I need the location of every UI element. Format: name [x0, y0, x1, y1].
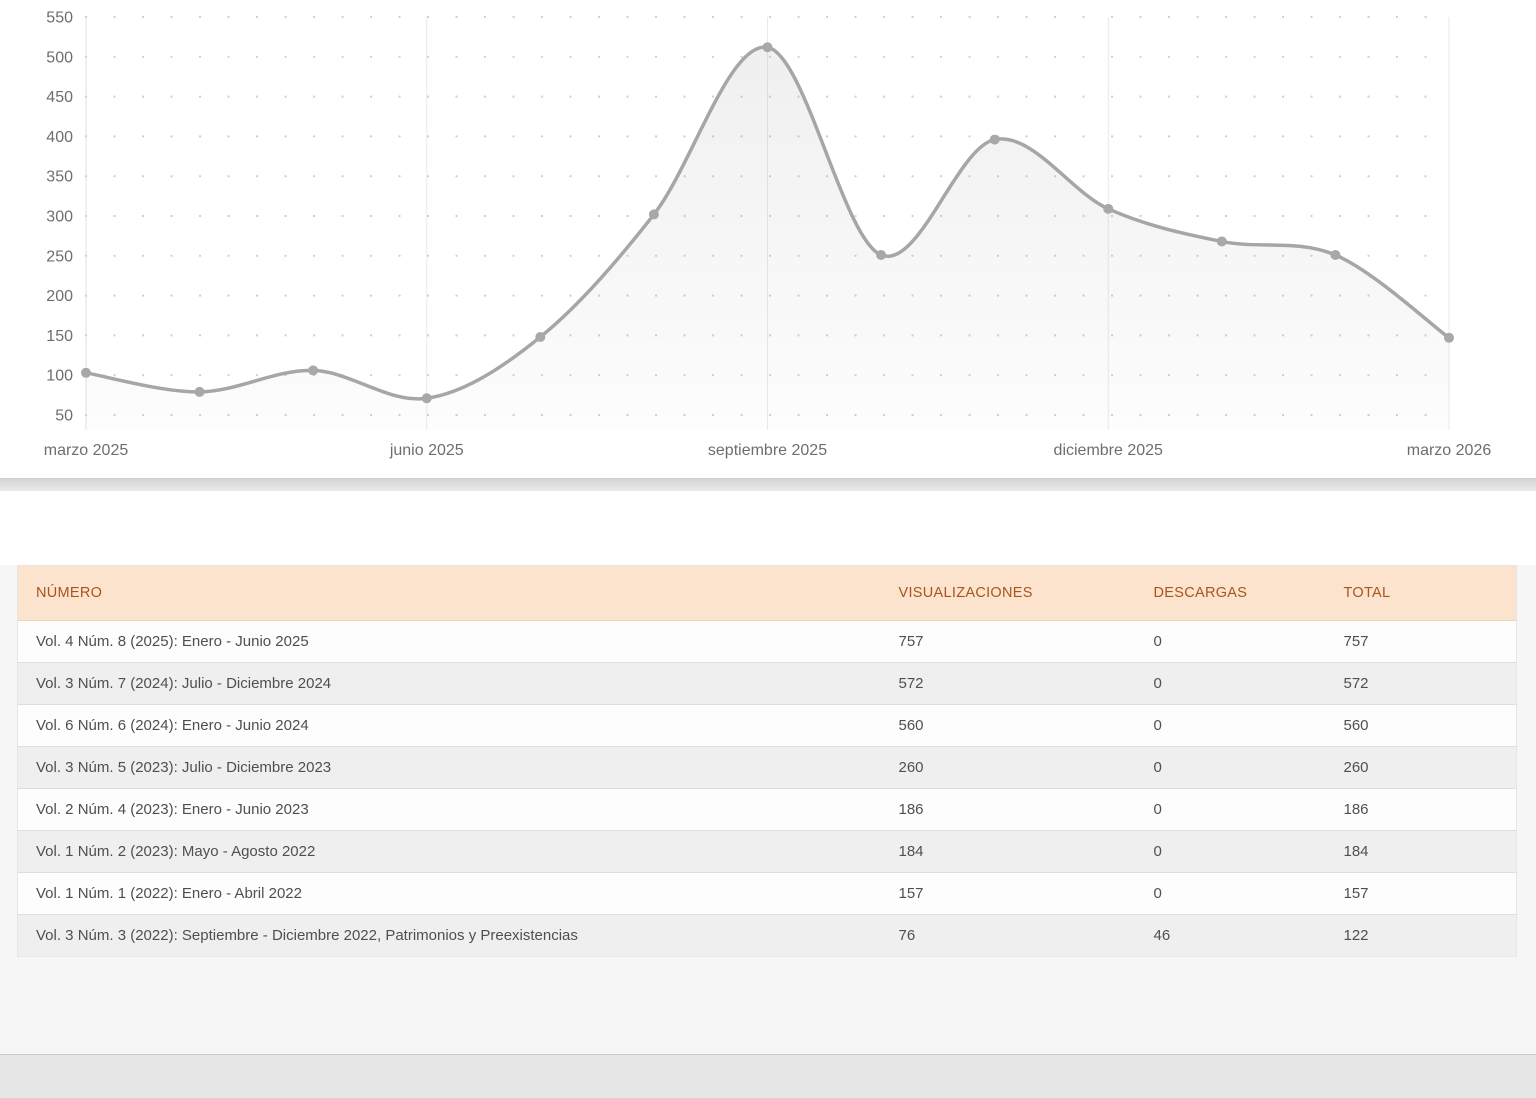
svg-text:50: 50	[55, 408, 73, 425]
table-row: Vol. 2 Núm. 4 (2023): Enero - Junio 2023…	[17, 788, 1517, 831]
views-cell: 184	[898, 830, 1154, 873]
table-row: Vol. 1 Núm. 2 (2023): Mayo - Agosto 2022…	[17, 830, 1517, 873]
column-header-total: TOTAL	[1343, 565, 1517, 621]
issues-stats-section: NÚMERO VISUALIZACIONES DESCARGAS TOTAL V…	[0, 565, 1536, 1054]
views-cell: 186	[898, 788, 1154, 831]
svg-text:septiembre 2025: septiembre 2025	[708, 442, 827, 459]
svg-text:150: 150	[46, 328, 73, 345]
total-cell: 560	[1343, 704, 1517, 747]
total-cell: 572	[1343, 662, 1517, 705]
issue-number-cell: Vol. 6 Núm. 6 (2024): Enero - Junio 2024	[17, 704, 899, 747]
views-cell: 560	[898, 704, 1154, 747]
svg-text:marzo 2026: marzo 2026	[1407, 442, 1492, 459]
page-footer	[0, 1054, 1536, 1098]
views-cell: 76	[898, 914, 1154, 957]
svg-text:250: 250	[46, 248, 73, 265]
views-timeline-chart: 50 100 150 200 250 300 350 400 450 500 550 marzo 20…	[0, 0, 1536, 478]
issue-number-cell: Vol. 3 Núm. 5 (2023): Julio - Diciembre …	[17, 746, 899, 789]
views-cell: 572	[898, 662, 1154, 705]
svg-text:450: 450	[46, 89, 73, 106]
svg-text:300: 300	[46, 209, 73, 226]
svg-text:junio 2025: junio 2025	[389, 442, 464, 459]
column-header-numero: NÚMERO	[17, 565, 899, 621]
svg-text:400: 400	[46, 129, 73, 146]
downloads-cell: 0	[1153, 620, 1344, 663]
table-row: Vol. 3 Núm. 7 (2024): Julio - Diciembre …	[17, 662, 1517, 705]
svg-text:350: 350	[46, 169, 73, 186]
issue-number-cell: Vol. 1 Núm. 2 (2023): Mayo - Agosto 2022	[17, 830, 899, 873]
downloads-cell: 0	[1153, 872, 1344, 915]
total-cell: 122	[1343, 914, 1517, 957]
total-cell: 757	[1343, 620, 1517, 663]
column-header-descargas: DESCARGAS	[1153, 565, 1344, 621]
svg-text:500: 500	[46, 49, 73, 66]
downloads-cell: 0	[1153, 746, 1344, 789]
total-cell: 157	[1343, 872, 1517, 915]
table-row: Vol. 3 Núm. 5 (2023): Julio - Diciembre …	[17, 746, 1517, 789]
downloads-cell: 46	[1153, 914, 1344, 957]
issue-number-cell: Vol. 2 Núm. 4 (2023): Enero - Junio 2023	[17, 788, 899, 831]
issue-number-cell: Vol. 3 Núm. 7 (2024): Julio - Diciembre …	[17, 662, 899, 705]
downloads-cell: 0	[1153, 788, 1344, 831]
table-row: Vol. 4 Núm. 8 (2025): Enero - Junio 2025…	[17, 620, 1517, 663]
table-row: Vol. 6 Núm. 6 (2024): Enero - Junio 2024…	[17, 704, 1517, 747]
issue-number-cell: Vol. 1 Núm. 1 (2022): Enero - Abril 2022	[17, 872, 899, 915]
section-divider	[0, 478, 1536, 491]
issues-stats-table: NÚMERO VISUALIZACIONES DESCARGAS TOTAL V…	[17, 565, 1517, 957]
downloads-cell: 0	[1153, 704, 1344, 747]
column-header-visualizaciones: VISUALIZACIONES	[898, 565, 1154, 621]
table-header-row: NÚMERO VISUALIZACIONES DESCARGAS TOTAL	[17, 565, 1517, 621]
svg-text:100: 100	[46, 368, 73, 385]
total-cell: 186	[1343, 788, 1517, 831]
views-cell: 260	[898, 746, 1154, 789]
svg-text:marzo 2025: marzo 2025	[44, 442, 129, 459]
total-cell: 260	[1343, 746, 1517, 789]
total-cell: 184	[1343, 830, 1517, 873]
svg-text:200: 200	[46, 288, 73, 305]
downloads-cell: 0	[1153, 830, 1344, 873]
views-cell: 157	[898, 872, 1154, 915]
issue-number-cell: Vol. 3 Núm. 3 (2022): Septiembre - Dicie…	[17, 914, 899, 957]
table-row: Vol. 1 Núm. 1 (2022): Enero - Abril 2022…	[17, 872, 1517, 915]
downloads-cell: 0	[1153, 662, 1344, 705]
views-cell: 757	[898, 620, 1154, 663]
svg-text:550: 550	[46, 10, 73, 27]
table-row: Vol. 3 Núm. 3 (2022): Septiembre - Dicie…	[17, 914, 1517, 957]
issue-number-cell: Vol. 4 Núm. 8 (2025): Enero - Junio 2025	[17, 620, 899, 663]
svg-text:diciembre 2025: diciembre 2025	[1054, 442, 1164, 459]
line-area-chart-canvas: 50 100 150 200 250 300 350 400 450 500 550 marzo 20…	[44, 10, 1492, 460]
